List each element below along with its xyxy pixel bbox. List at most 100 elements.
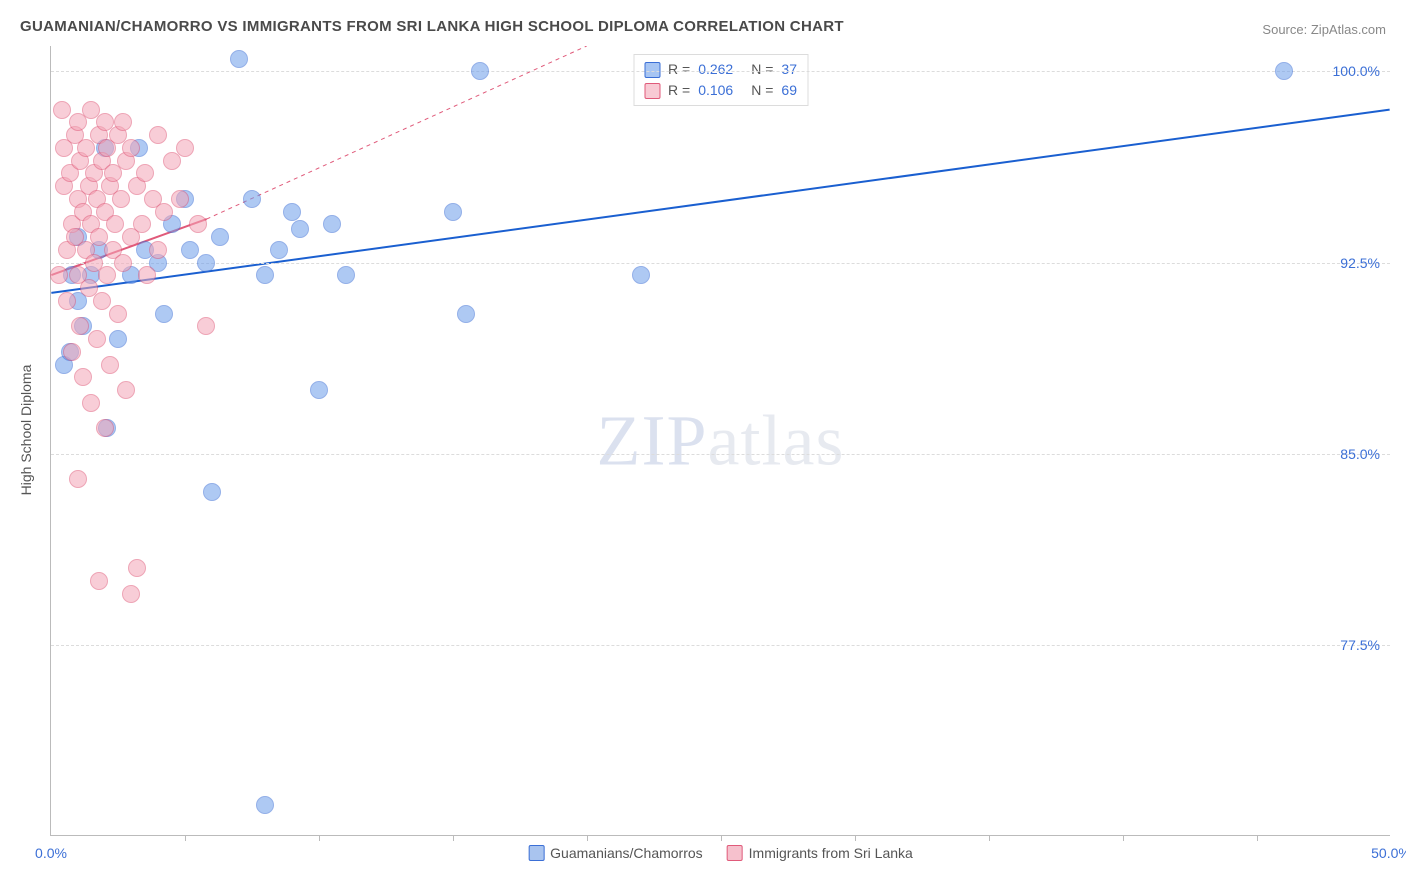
legend-r-value: 0.106 [698, 80, 733, 101]
source-label: Source: [1262, 22, 1307, 37]
data-point [149, 126, 167, 144]
watermark-atlas: atlas [708, 400, 845, 480]
data-point [93, 292, 111, 310]
legend-r-value: 0.262 [698, 59, 733, 80]
data-point [90, 572, 108, 590]
data-point [58, 292, 76, 310]
legend-swatch [644, 83, 660, 99]
legend-n-value: 37 [781, 59, 797, 80]
data-point [136, 164, 154, 182]
watermark: ZIPatlas [597, 399, 845, 482]
data-point [50, 266, 68, 284]
data-point [197, 254, 215, 272]
legend-series: Guamanians/Chamorros Immigrants from Sri … [528, 845, 913, 861]
watermark-zip: ZIP [597, 400, 708, 480]
data-point [243, 190, 261, 208]
data-point [109, 305, 127, 323]
data-point [117, 381, 135, 399]
data-point [1275, 62, 1293, 80]
x-tick [1123, 835, 1124, 841]
data-point [197, 317, 215, 335]
data-point [106, 215, 124, 233]
data-point [171, 190, 189, 208]
data-point [155, 305, 173, 323]
data-point [74, 368, 92, 386]
x-tick-label: 50.0% [1371, 845, 1406, 861]
data-point [632, 266, 650, 284]
data-point [256, 266, 274, 284]
gridline [51, 454, 1390, 455]
legend-swatch [528, 845, 544, 861]
data-point [71, 317, 89, 335]
data-point [96, 419, 114, 437]
data-point [270, 241, 288, 259]
data-point [128, 559, 146, 577]
data-point [53, 101, 71, 119]
data-point [323, 215, 341, 233]
trend-lines-layer [51, 46, 1390, 835]
x-tick [855, 835, 856, 841]
legend-n-value: 69 [781, 80, 797, 101]
y-tick-label: 92.5% [1340, 255, 1380, 271]
data-point [189, 215, 207, 233]
y-tick-label: 100.0% [1333, 63, 1380, 79]
legend-n-label: N = [751, 80, 773, 101]
data-point [114, 113, 132, 131]
legend-item: Immigrants from Sri Lanka [727, 845, 913, 861]
legend-correlation: R = 0.262 N = 37 R = 0.106 N = 69 [633, 54, 808, 106]
x-tick [989, 835, 990, 841]
data-point [122, 139, 140, 157]
data-point [181, 241, 199, 259]
data-point [149, 241, 167, 259]
legend-label: Immigrants from Sri Lanka [749, 845, 913, 861]
data-point [155, 203, 173, 221]
legend-row: R = 0.262 N = 37 [644, 59, 797, 80]
legend-item: Guamanians/Chamorros [528, 845, 703, 861]
source-link[interactable]: ZipAtlas.com [1311, 22, 1386, 37]
x-tick [453, 835, 454, 841]
data-point [457, 305, 475, 323]
legend-row: R = 0.106 N = 69 [644, 80, 797, 101]
legend-label: Guamanians/Chamorros [550, 845, 703, 861]
data-point [203, 483, 221, 501]
data-point [112, 190, 130, 208]
data-point [444, 203, 462, 221]
y-tick-label: 85.0% [1340, 446, 1380, 462]
y-tick-label: 77.5% [1340, 637, 1380, 653]
data-point [176, 139, 194, 157]
legend-n-label: N = [751, 59, 773, 80]
data-point [122, 585, 140, 603]
data-point [69, 470, 87, 488]
data-point [283, 203, 301, 221]
data-point [98, 266, 116, 284]
legend-swatch [644, 62, 660, 78]
x-tick-label: 0.0% [35, 845, 67, 861]
source-attribution: Source: ZipAtlas.com [1262, 22, 1386, 37]
x-tick [185, 835, 186, 841]
data-point [337, 266, 355, 284]
legend-swatch [727, 845, 743, 861]
gridline [51, 645, 1390, 646]
gridline [51, 263, 1390, 264]
data-point [230, 50, 248, 68]
data-point [109, 330, 127, 348]
data-point [471, 62, 489, 80]
y-axis-label: High School Diploma [18, 365, 34, 496]
x-tick [721, 835, 722, 841]
data-point [114, 254, 132, 272]
x-tick [319, 835, 320, 841]
data-point [101, 356, 119, 374]
data-point [291, 220, 309, 238]
data-point [88, 330, 106, 348]
data-point [138, 266, 156, 284]
data-point [63, 343, 81, 361]
legend-r-label: R = [668, 80, 690, 101]
chart-title: GUAMANIAN/CHAMORRO VS IMMIGRANTS FROM SR… [20, 18, 844, 35]
x-tick [1257, 835, 1258, 841]
legend-r-label: R = [668, 59, 690, 80]
data-point [82, 394, 100, 412]
gridline [51, 71, 1390, 72]
x-tick [587, 835, 588, 841]
data-point [256, 796, 274, 814]
scatter-plot: ZIPatlas R = 0.262N = 37R = 0.106N = 69 … [50, 46, 1390, 836]
